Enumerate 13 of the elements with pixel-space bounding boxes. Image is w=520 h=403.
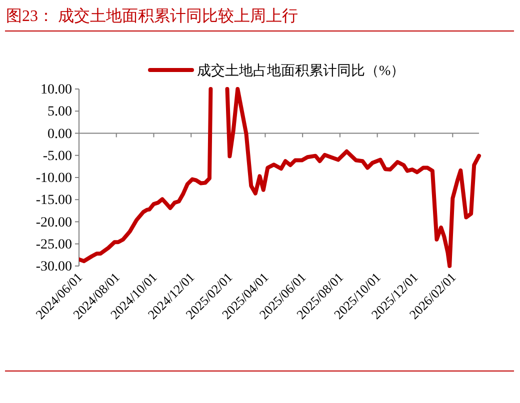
- y-tick-label: 5.00: [48, 104, 72, 120]
- y-tick-label: -25.00: [36, 237, 72, 252]
- y-tick-label: 0.00: [48, 126, 72, 142]
- y-tick-label: -30.00: [36, 260, 72, 274]
- y-tick-label: 10.00: [40, 82, 72, 98]
- line-series: [225, 87, 481, 268]
- y-tick-label: -10.00: [36, 171, 72, 186]
- line-series: [79, 87, 213, 264]
- y-tick-label: -20.00: [36, 215, 72, 230]
- y-tick-label: -15.00: [36, 193, 72, 208]
- legend-label: 成交土地占地面积累计同比（%）: [197, 63, 405, 79]
- chart-title: 图23： 成交土地面积累计同比较上周上行: [6, 7, 298, 25]
- y-tick-label: -5.00: [42, 148, 72, 164]
